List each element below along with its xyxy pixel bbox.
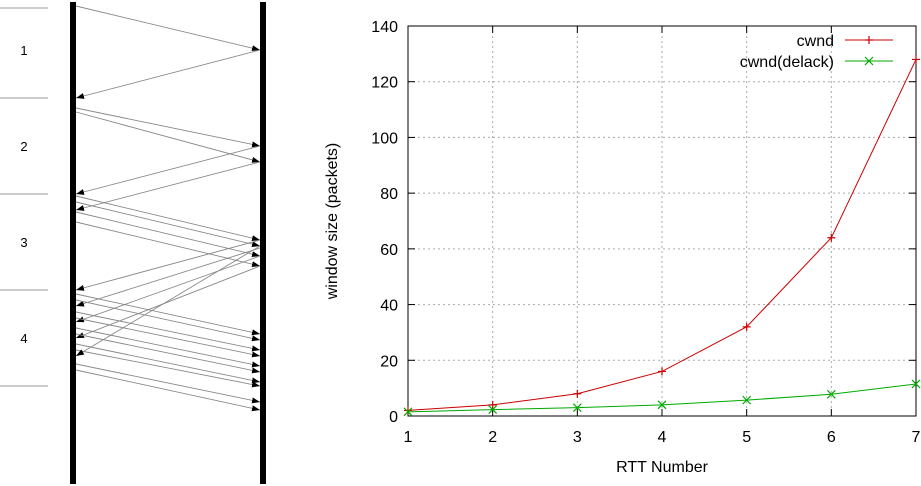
packet-arrow — [75, 311, 261, 352]
packet-arrow — [75, 369, 261, 412]
x-tick-label: 2 — [488, 429, 497, 446]
y-tick-label: 20 — [380, 353, 398, 370]
data-point — [826, 389, 836, 399]
y-tick-label: 120 — [371, 75, 398, 92]
chart: 1 2 3 4 5 6 7 0 20 40 60 80 100 120 140 cwnd cwnd(delac… — [324, 19, 921, 476]
packet-arrow — [75, 343, 261, 384]
packet-arrow — [75, 195, 261, 242]
data-point — [572, 403, 582, 413]
packet-arrow — [75, 333, 261, 374]
packet-arrow — [75, 317, 261, 358]
data-point — [403, 407, 413, 417]
y-axis-label: window size (packets) — [324, 143, 341, 301]
packet-arrow — [75, 49, 261, 99]
packet-arrow — [75, 5, 261, 52]
y-tick-label: 140 — [371, 19, 398, 36]
packet-arrow — [75, 145, 261, 195]
packet-arrow — [75, 255, 261, 323]
x-tick-label: 1 — [404, 429, 413, 446]
rtt-label-2: 2 — [20, 139, 27, 154]
packet-arrow — [75, 111, 261, 163]
x-tick-label: 5 — [742, 429, 751, 446]
packet-arrow — [75, 107, 261, 148]
packet-arrows — [75, 5, 261, 412]
packet-arrow — [75, 211, 261, 258]
y-tick-label: 80 — [380, 186, 398, 203]
y-tick-label: 60 — [380, 242, 398, 259]
packet-arrow — [75, 247, 261, 307]
legend: cwnd cwnd(delack) — [740, 33, 893, 71]
rtt-label-4: 4 — [20, 331, 27, 346]
data-point — [827, 233, 836, 242]
packet-arrow — [75, 265, 261, 339]
y-tick-label: 40 — [380, 298, 398, 315]
data-point — [488, 405, 498, 415]
x-tick-label: 7 — [912, 429, 921, 446]
data-point — [404, 406, 412, 415]
data-point — [657, 400, 667, 410]
sequence-diagram: 1 2 3 4 — [0, 2, 266, 484]
y-tick-label: 100 — [371, 130, 398, 147]
packet-arrow — [75, 327, 261, 368]
tick-labels: 1 2 3 4 5 6 7 0 20 40 60 80 100 120 140 — [371, 19, 920, 446]
data-point — [573, 389, 582, 398]
rtt-separators — [0, 7, 48, 387]
packet-arrow — [75, 293, 261, 336]
data-point — [912, 55, 920, 64]
data-point — [742, 395, 752, 405]
packet-arrow — [75, 161, 261, 211]
y-tick-label: 0 — [389, 409, 398, 426]
x-tick-label: 6 — [827, 429, 836, 446]
packet-arrow — [75, 363, 261, 404]
data-point — [911, 379, 921, 389]
series-lines — [403, 55, 921, 417]
legend-label: cwnd — [797, 33, 834, 50]
axis-ticks — [407, 25, 917, 417]
rtt-label-3: 3 — [20, 235, 27, 250]
data-point — [658, 367, 666, 376]
legend-label: cwnd(delack) — [740, 54, 834, 71]
packet-arrow — [75, 201, 261, 248]
x-axis-label: RTT Number — [616, 459, 709, 476]
packet-arrow — [75, 245, 261, 357]
data-point — [488, 400, 497, 409]
chart-grid — [408, 26, 916, 416]
x-tick-label: 3 — [573, 429, 582, 446]
packet-arrow — [75, 349, 261, 388]
packet-arrow — [75, 221, 261, 268]
rtt-label-1: 1 — [20, 43, 27, 58]
x-tick-label: 4 — [658, 429, 667, 446]
packet-arrow — [75, 299, 261, 342]
data-point — [864, 56, 874, 66]
packet-arrow — [75, 239, 261, 291]
data-point — [742, 322, 751, 331]
data-point — [865, 36, 873, 44]
